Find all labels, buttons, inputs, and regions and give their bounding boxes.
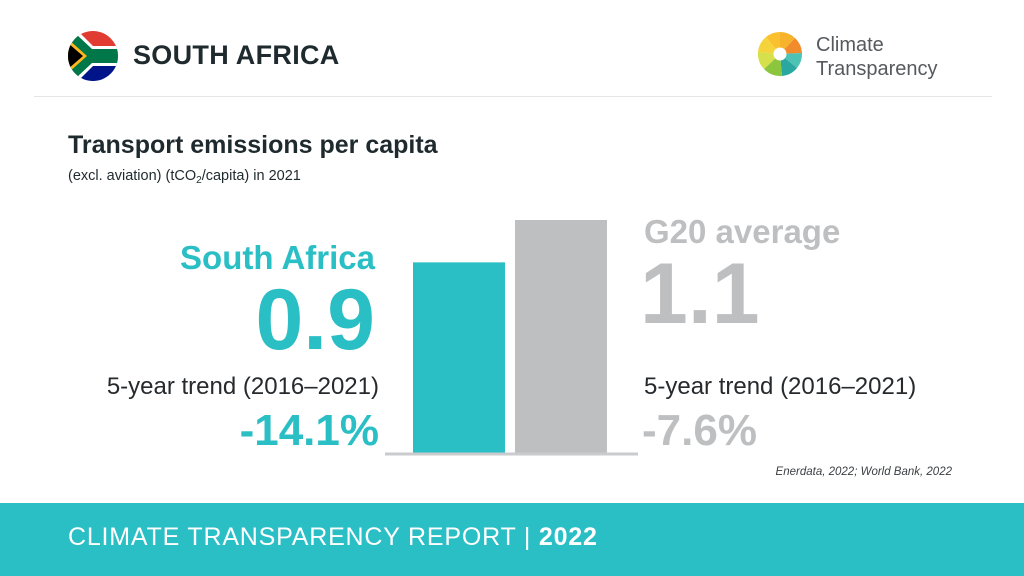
header: SOUTH AFRICA Climate Transparency [0,0,1024,97]
header-divider [34,96,992,97]
bar-chart [385,220,638,456]
chart-title: Transport emissions per capita [68,131,438,159]
footer-label: CLIMATE TRANSPARENCY REPORT | [68,523,539,551]
bar-g20-average [515,220,607,453]
chart-subtitle-sub: 2 [196,175,202,186]
g20-trend-label: 5-year trend (2016–2021) [644,373,917,400]
chart-subtitle: (excl. aviation) (tCO2/capita) in 2021 [68,168,301,186]
g20-label: G20 average [644,213,841,250]
logo-text: Climate Transparency [816,33,938,81]
g20-value: 1.1 [640,246,760,342]
chart-subtitle-pre: (excl. aviation) (tCO [68,168,197,184]
country-name: SOUTH AFRICA [133,40,340,70]
logo-text-line2: Transparency [816,58,938,80]
south-africa-trend-value: -14.1% [239,406,379,455]
bar-south-africa [413,262,505,453]
source-note: Enerdata, 2022; World Bank, 2022 [775,466,952,478]
footer-text: CLIMATE TRANSPARENCY REPORT | 2022 [68,523,598,552]
south-africa-flag-icon [68,31,118,81]
chart-subtitle-post: /capita) in 2021 [201,168,301,184]
south-africa-label: South Africa [180,239,375,276]
logo-text-line1: Climate [816,34,884,56]
footer-year: 2022 [538,523,598,551]
south-africa-trend-label: 5-year trend (2016–2021) [106,373,379,400]
footer: CLIMATE TRANSPARENCY REPORT | 2022 [0,503,1024,576]
g20-trend-value: -7.6% [642,406,757,455]
south-africa-value: 0.9 [255,272,375,368]
climate-transparency-logo-icon [757,31,803,77]
